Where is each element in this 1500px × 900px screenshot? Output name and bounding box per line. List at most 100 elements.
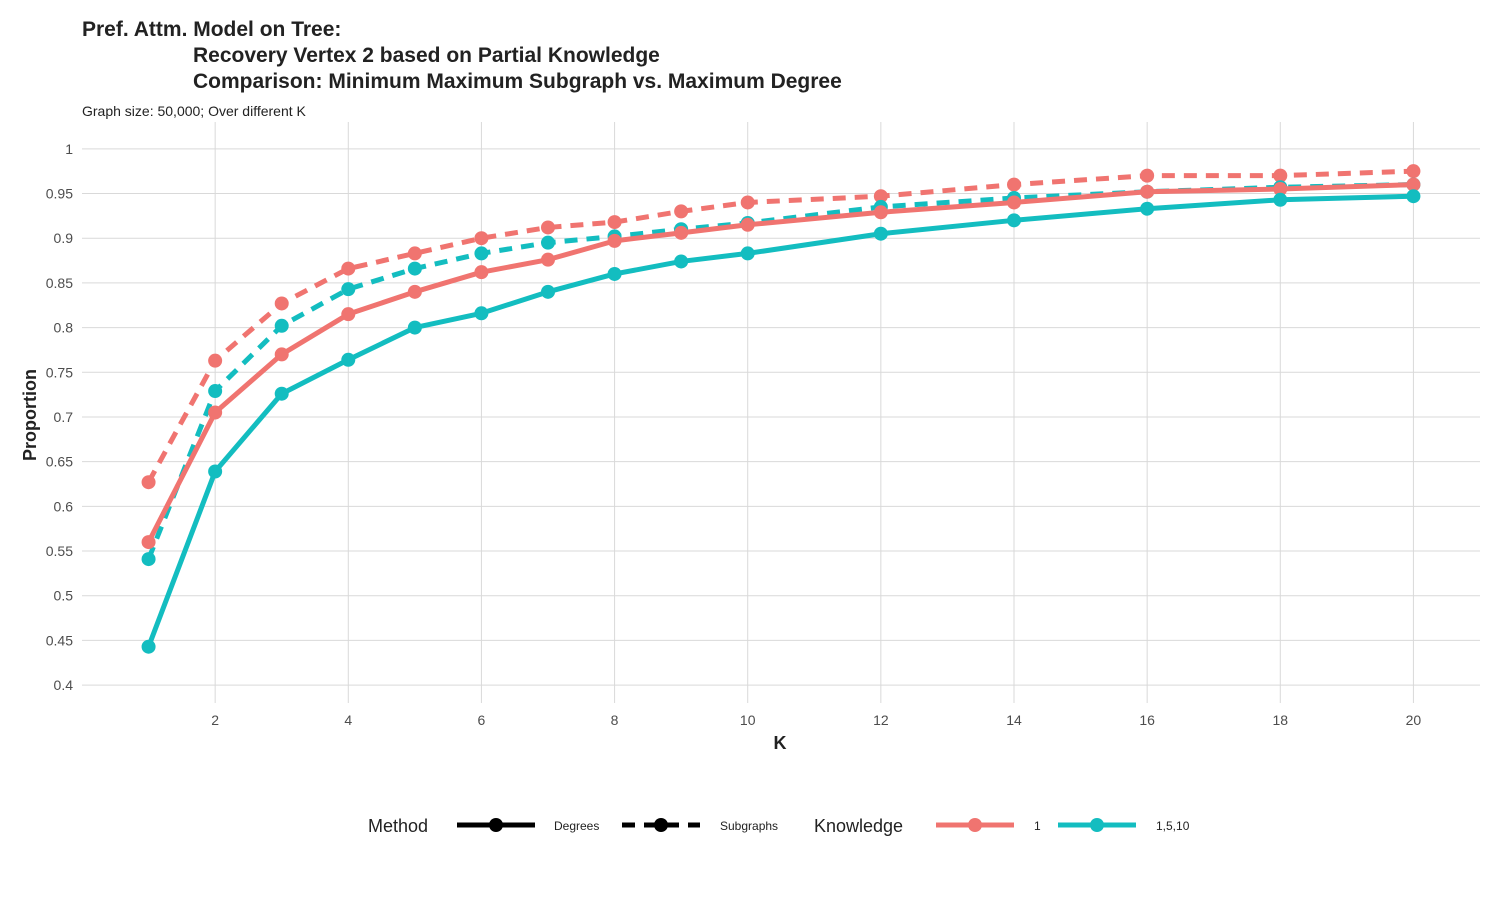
data-point-degrees-1-5-10 xyxy=(274,386,289,401)
legend: Method Degrees Subgraphs Knowledge 1 1,5… xyxy=(368,816,1190,836)
legend-knowledge-1-point xyxy=(968,818,982,832)
series-line-degrees-1-5-10 xyxy=(146,193,1414,648)
x-tick-label: 4 xyxy=(344,712,352,728)
data-point-subgraphs-1 xyxy=(141,475,156,490)
data-point-degrees-1 xyxy=(1273,182,1288,197)
data-point-degrees-1-5-10 xyxy=(208,464,223,479)
data-point-degrees-1-5-10 xyxy=(1007,213,1021,228)
data-point-degrees-1 xyxy=(873,205,888,220)
chart-title-line-3: Comparison: Minimum Maximum Subgraph vs.… xyxy=(193,70,842,93)
data-point-degrees-1 xyxy=(674,225,689,240)
legend-knowledge-1-5-10-point xyxy=(1090,818,1104,832)
data-point-degrees-1 xyxy=(474,265,489,280)
y-tick-label: 0.8 xyxy=(54,320,74,336)
legend-knowledge-1-label: 1 xyxy=(1034,819,1041,833)
chart-title-line-1: Pref. Attm. Model on Tree: xyxy=(82,18,342,41)
data-point-degrees-1-5-10 xyxy=(141,639,156,654)
x-tick-label: 8 xyxy=(611,712,619,728)
data-point-subgraphs-1 xyxy=(208,353,223,368)
y-tick-label: 0.85 xyxy=(46,275,73,291)
legend-subgraphs-label: Subgraphs xyxy=(720,819,778,833)
data-point-degrees-1-5-10 xyxy=(541,284,555,299)
data-point-degrees-1-5-10 xyxy=(407,320,422,335)
data-point-degrees-1 xyxy=(1007,195,1021,210)
data-point-degrees-1-5-10 xyxy=(1273,192,1288,207)
data-point-subgraphs-1-5-10 xyxy=(541,235,555,250)
data-point-degrees-1-5-10 xyxy=(674,254,689,269)
y-tick-label: 0.6 xyxy=(54,498,74,514)
series-degrees-1 xyxy=(141,177,1421,550)
y-tick-label: 1 xyxy=(65,141,73,157)
data-point-subgraphs-1-5-10 xyxy=(474,246,489,261)
y-tick-label: 0.95 xyxy=(46,186,73,202)
data-point-subgraphs-1 xyxy=(607,215,622,230)
data-point-subgraphs-1 xyxy=(407,246,422,261)
legend-subgraphs-point xyxy=(654,818,668,832)
series-layer xyxy=(141,164,1421,654)
legend-degrees-label: Degrees xyxy=(554,819,599,833)
data-point-subgraphs-1-5-10 xyxy=(407,261,422,276)
y-tick-label: 0.65 xyxy=(46,454,73,470)
y-tick-label: 0.5 xyxy=(54,588,74,604)
data-point-subgraphs-1 xyxy=(274,296,289,311)
x-tick-label: 20 xyxy=(1406,712,1422,728)
data-point-subgraphs-1 xyxy=(541,220,555,235)
x-tick-label: 16 xyxy=(1139,712,1155,728)
data-point-degrees-1 xyxy=(1140,184,1155,199)
data-point-degrees-1-5-10 xyxy=(607,266,622,281)
data-point-subgraphs-1-5-10 xyxy=(208,384,223,399)
data-point-subgraphs-1 xyxy=(1007,177,1021,192)
data-point-degrees-1 xyxy=(607,233,622,248)
x-tick-label: 14 xyxy=(1006,712,1022,728)
data-point-subgraphs-1 xyxy=(1406,164,1421,179)
data-point-subgraphs-1 xyxy=(1140,168,1155,183)
series-subgraphs-1 xyxy=(141,164,1421,490)
data-point-degrees-1 xyxy=(541,252,555,267)
x-tick-labels: 2 4 6 8 10 12 14 16 18 20 xyxy=(211,712,1421,728)
data-point-degrees-1-5-10 xyxy=(474,306,489,321)
data-point-subgraphs-1 xyxy=(341,261,356,276)
data-point-subgraphs-1 xyxy=(740,195,755,210)
legend-method-title: Method xyxy=(368,816,428,836)
y-tick-label: 0.7 xyxy=(54,409,74,425)
x-tick-label: 6 xyxy=(478,712,486,728)
chart-subtitle: Graph size: 50,000; Over different K xyxy=(82,103,306,119)
data-point-degrees-1-5-10 xyxy=(873,226,888,241)
y-axis-title: Proportion xyxy=(20,369,40,461)
data-point-subgraphs-1 xyxy=(674,204,689,219)
y-tick-label: 0.4 xyxy=(54,677,74,693)
chart-title-line-2: Recovery Vertex 2 based on Partial Knowl… xyxy=(193,44,660,67)
data-point-degrees-1 xyxy=(141,535,156,550)
data-point-subgraphs-1 xyxy=(1273,168,1288,183)
legend-knowledge-title: Knowledge xyxy=(814,816,903,836)
data-point-degrees-1-5-10 xyxy=(1406,189,1421,204)
data-point-degrees-1 xyxy=(740,217,755,232)
data-point-degrees-1 xyxy=(341,307,356,322)
data-point-subgraphs-1-5-10 xyxy=(141,552,156,567)
y-tick-label: 0.75 xyxy=(46,364,73,380)
data-point-subgraphs-1 xyxy=(873,189,888,204)
y-tick-label: 0.55 xyxy=(46,543,73,559)
x-tick-label: 10 xyxy=(740,712,756,728)
x-tick-label: 12 xyxy=(873,712,889,728)
x-tick-label: 18 xyxy=(1272,712,1288,728)
data-point-degrees-1 xyxy=(208,405,223,420)
data-point-degrees-1 xyxy=(274,347,289,362)
legend-knowledge-1-5-10-label: 1,5,10 xyxy=(1156,819,1190,833)
data-point-degrees-1-5-10 xyxy=(341,352,356,367)
x-gridlines xyxy=(214,122,1414,703)
x-axis-title: K xyxy=(774,733,787,753)
series-degrees-1-5-10 xyxy=(141,189,1421,654)
data-point-degrees-1-5-10 xyxy=(740,246,755,261)
y-tick-labels: 0.4 0.45 0.5 0.55 0.6 0.65 0.7 0.75 0.8 0.85 0.9 0.… xyxy=(46,141,73,693)
data-point-degrees-1 xyxy=(407,284,422,299)
data-point-degrees-1 xyxy=(1406,177,1421,192)
data-point-subgraphs-1-5-10 xyxy=(274,318,289,333)
data-point-subgraphs-1 xyxy=(474,231,489,246)
x-tick-label: 2 xyxy=(211,712,219,728)
series-line-subgraphs-1 xyxy=(146,168,1414,484)
legend-degrees-point xyxy=(489,818,503,832)
y-tick-label: 0.9 xyxy=(54,230,74,246)
data-point-subgraphs-1-5-10 xyxy=(341,282,356,297)
